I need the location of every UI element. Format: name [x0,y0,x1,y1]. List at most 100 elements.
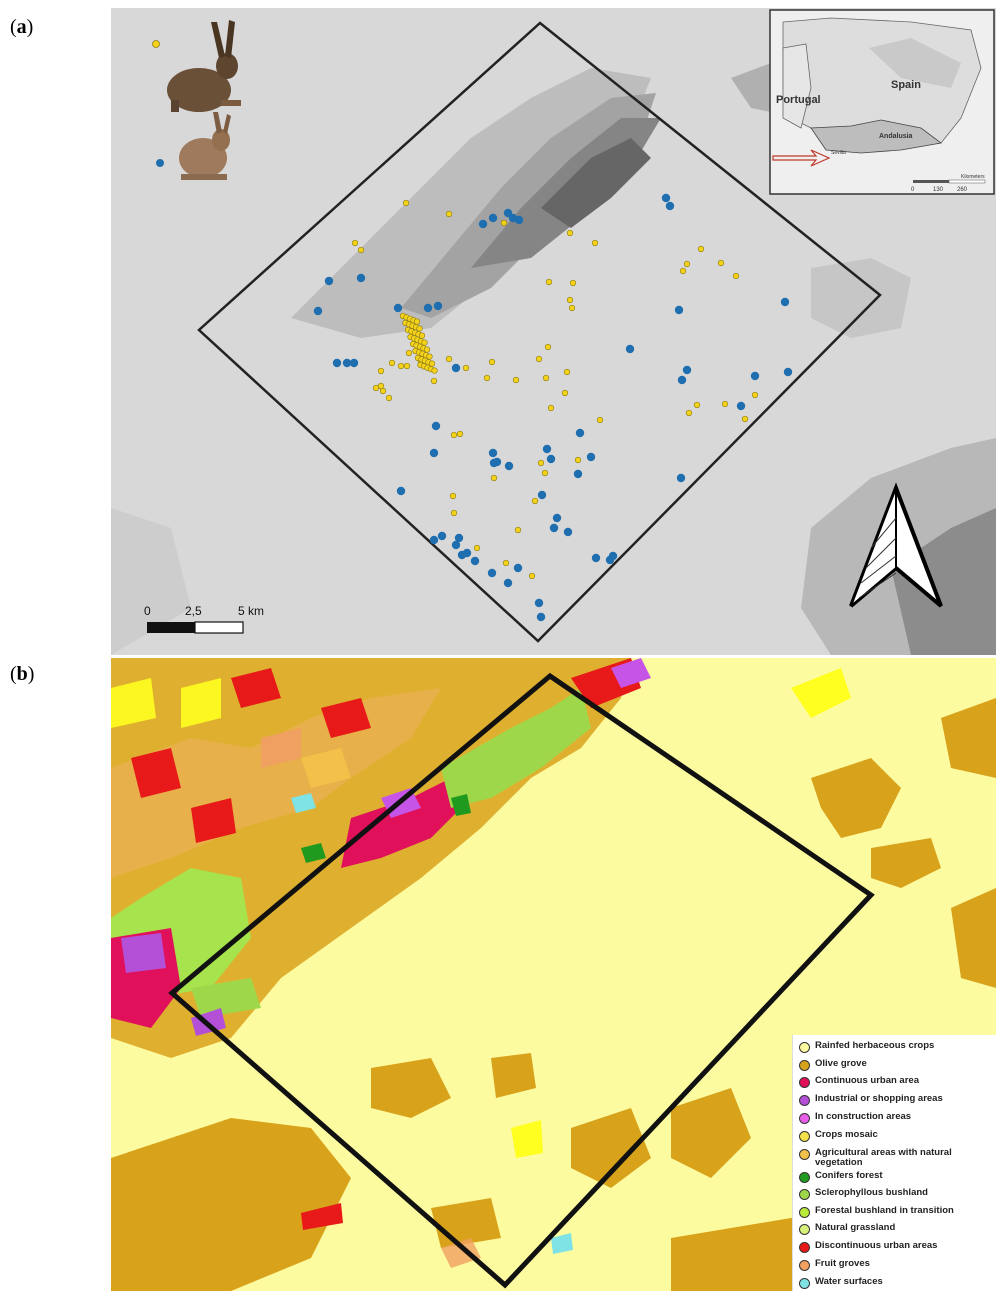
blue-point [396,486,406,496]
legend-swatch [799,1278,810,1289]
blue-point [431,421,441,431]
blue-point [542,444,552,454]
yellow-point [488,358,496,366]
blue-point [625,344,635,354]
blue-point [504,461,514,471]
blue-point [492,457,502,467]
blue-point [437,531,447,541]
yellow-point [413,318,421,325]
legend-label: Conifers forest [815,1170,883,1181]
panel-label-b: (b) [10,663,35,685]
study-area-boundary [197,21,882,643]
yellow-point [428,360,436,367]
legend-label: Forestal bushland in transition [815,1205,954,1216]
yellow-point [693,401,701,409]
blue-point [470,556,480,566]
legend-swatch [799,1260,810,1271]
blue-point [423,303,433,313]
blue-point [575,428,585,438]
yellow-point [537,459,545,467]
yellow-point [490,474,498,482]
legend-swatch [799,1242,810,1253]
svg-text:0: 0 [911,187,915,193]
yellow-point [456,430,464,438]
yellow-point [535,355,543,363]
yellow-point [697,245,705,253]
blue-point [488,213,498,223]
legend-label: Agricultural areas with natural vegetati… [815,1147,952,1168]
blue-point [454,533,464,543]
yellow-point [596,416,604,424]
yellow-point [450,431,458,439]
yellow-point [483,374,491,382]
yellow-point [547,404,555,412]
yellow-point [377,367,385,375]
yellow-point [445,355,453,363]
elevation-map: Portugal Spain Andalusia Sevilla Kilomet… [111,8,996,655]
blue-point [514,215,524,225]
yellow-point [405,349,413,357]
blue-point [546,454,556,464]
yellow-point [514,526,522,534]
yellow-point [717,259,725,267]
land-use-legend: Rainfed herbaceous crops Olive grove Conti… [792,1035,997,1291]
blue-point [451,540,461,550]
blue-point [674,305,684,315]
legend-swatch [799,1224,810,1235]
legend-swatch [799,1131,810,1142]
blue-point [324,276,334,286]
blue-point [488,448,498,458]
yellow-point [445,210,453,218]
yellow-point [561,389,569,397]
blue-point [462,548,472,558]
svg-text:Kilometers: Kilometers [961,174,985,180]
blue-point [586,452,596,462]
blue-point [342,358,352,368]
legend-swatch [799,1077,810,1088]
yellow-point [421,339,428,346]
yellow-point [418,332,426,339]
legend-swatch [799,1060,810,1071]
yellow-point [416,325,423,332]
legend-swatch [799,1042,810,1053]
yellow-point [569,279,577,287]
yellow-point [512,376,520,384]
blue-point [605,555,615,565]
rabbit-image [179,112,231,180]
blue-point [736,401,746,411]
svg-text:0: 0 [144,604,151,618]
yellow-point [741,415,749,423]
yellow-point [683,260,691,268]
legend-label: In construction areas [815,1111,912,1122]
yellow-point [528,572,536,580]
yellow-point [721,400,729,408]
yellow-occurrence-points [351,199,759,580]
yellow-point [566,229,574,237]
blue-point [665,201,675,211]
blue-point [780,297,790,307]
blue-point [356,273,366,283]
yellow-point [531,497,539,505]
blue-point [783,367,793,377]
blue-occurrence-points [313,193,793,622]
yellow-point [542,374,550,382]
yellow-point [357,246,365,254]
yellow-point [473,544,481,552]
blue-point [429,535,439,545]
legend-swatch [799,1172,810,1183]
blue-point [537,490,547,500]
yellow-point [732,272,740,280]
legend-label: Water surfaces [815,1276,883,1287]
legend-label: Natural grassland [815,1222,896,1233]
blue-point [433,301,443,311]
yellow-point [423,346,431,353]
yellow-point [450,509,458,517]
svg-text:260: 260 [957,187,968,193]
svg-text:Andalusia: Andalusia [879,133,913,140]
scale-bar: 0 2,5 5 km [144,604,264,634]
yellow-point [402,199,410,207]
location-inset-map: Portugal Spain Andalusia Sevilla Kilomet… [769,9,995,195]
hare-image [167,20,241,112]
blue-point [677,375,687,385]
yellow-point [679,267,687,275]
